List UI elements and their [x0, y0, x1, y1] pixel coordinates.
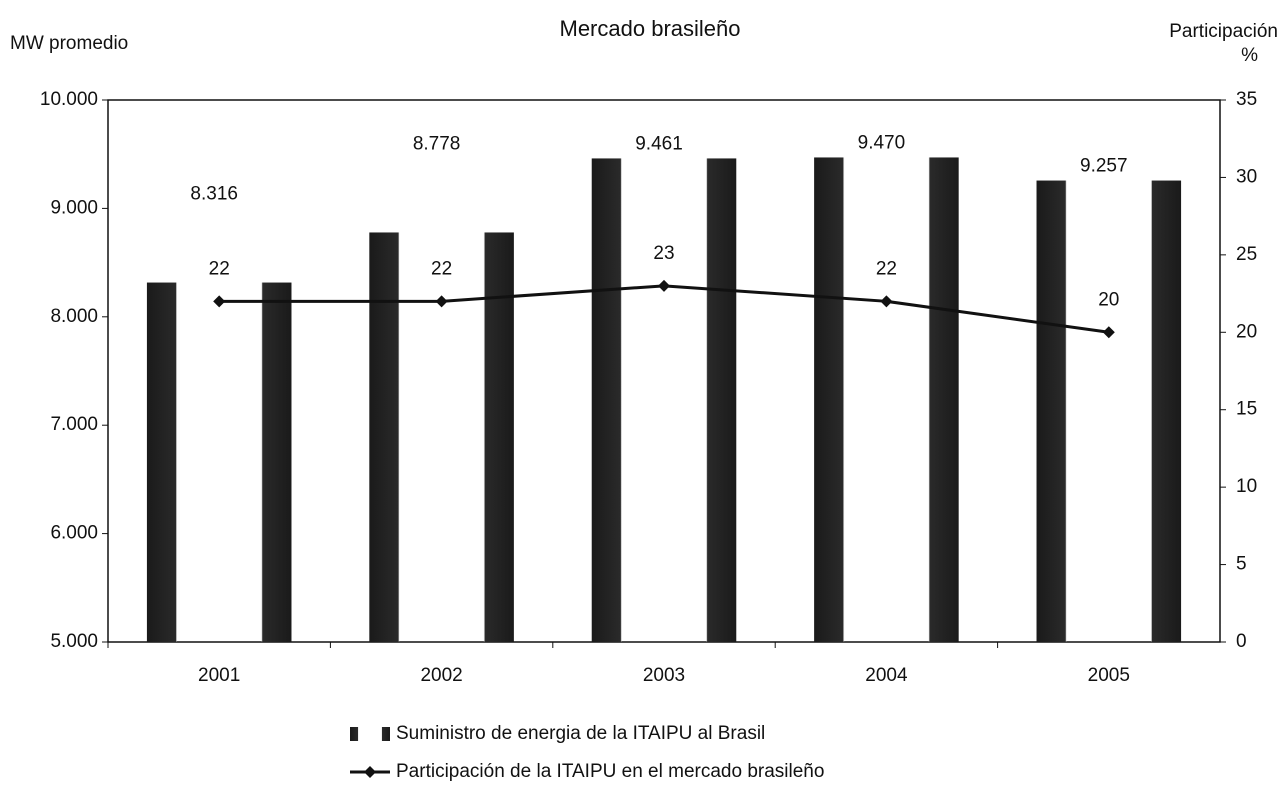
line-value-label: 22 — [209, 258, 230, 279]
y2-tick-label: 30 — [1236, 166, 1257, 187]
bar — [1036, 180, 1182, 642]
line-marker — [1102, 326, 1115, 339]
y-tick-label: 6.000 — [50, 523, 98, 544]
y2-tick-label: 20 — [1236, 321, 1257, 342]
line-value-label: 20 — [1098, 289, 1119, 310]
legend-swatch — [350, 727, 390, 741]
bar — [146, 282, 292, 642]
line-value-label: 23 — [653, 243, 674, 264]
x-tick-label: 2002 — [420, 665, 462, 686]
bar — [591, 158, 737, 642]
y2-tick-label: 10 — [1236, 476, 1257, 497]
y2-tick-label: 0 — [1236, 631, 1247, 652]
y-tick-label: 7.000 — [50, 414, 98, 435]
bar-value-label: 9.461 — [635, 133, 683, 154]
chart-title: Mercado brasileño — [560, 16, 741, 41]
y2-tick-label: 15 — [1236, 399, 1257, 420]
x-tick-label: 2001 — [198, 665, 240, 686]
y-tick-label: 10.000 — [40, 89, 98, 110]
y-tick-label: 8.000 — [50, 306, 98, 327]
legend-marker — [364, 766, 376, 778]
x-tick-label: 2003 — [643, 665, 685, 686]
y-axis-label: MW promedio — [10, 33, 128, 54]
y-tick-label: 5.000 — [50, 631, 98, 652]
legend-label: Suministro de energia de la ITAIPU al Br… — [396, 723, 765, 744]
line-marker — [880, 295, 893, 308]
line-marker — [213, 295, 226, 308]
y2-tick-label: 25 — [1236, 244, 1257, 265]
y2-axis-label: Participación — [1169, 21, 1278, 42]
bar-value-label: 9.470 — [858, 132, 906, 153]
bar — [814, 157, 959, 642]
bar-value-label: 8.316 — [190, 184, 238, 205]
y2-tick-label: 35 — [1236, 89, 1257, 110]
x-tick-label: 2004 — [865, 665, 908, 686]
legend-label: Participación de la ITAIPU en el mercado… — [396, 761, 824, 782]
bar-value-label: 9.257 — [1080, 156, 1128, 177]
y2-tick-label: 5 — [1236, 554, 1247, 575]
y-tick-label: 9.000 — [50, 197, 98, 218]
line-marker — [435, 295, 448, 308]
bar-value-label: 8.778 — [413, 133, 461, 154]
x-tick-label: 2005 — [1088, 665, 1130, 686]
bar — [369, 232, 514, 643]
line-value-label: 22 — [876, 258, 897, 279]
line-value-label: 22 — [431, 258, 452, 279]
y2-axis-unit: % — [1241, 45, 1258, 66]
line-marker — [658, 279, 670, 292]
